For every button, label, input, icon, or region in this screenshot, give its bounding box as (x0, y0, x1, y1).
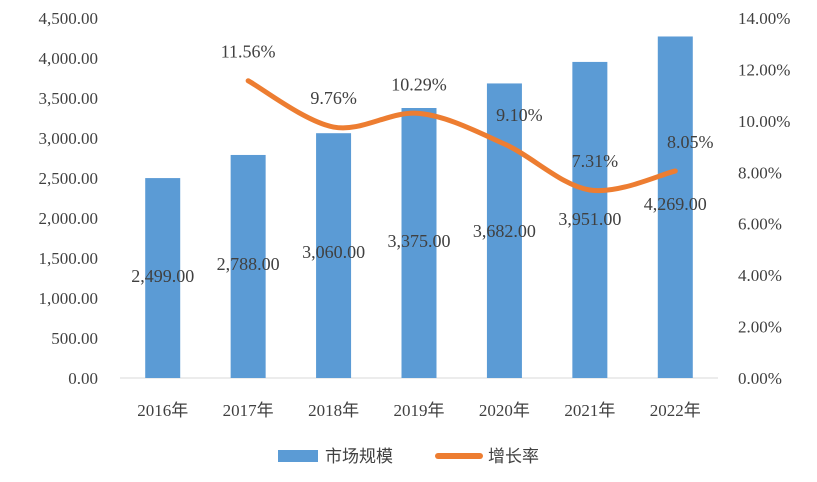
line-data-labels: 11.56% 9.76% 10.29% 9.10% 7.31% 8.05% (221, 42, 714, 171)
left-axis-tick-label: 3,000.00 (39, 129, 99, 148)
right-axis-tick-label: 6.00% (738, 215, 782, 234)
left-axis-tick-label: 3,500.00 (39, 89, 99, 108)
legend: 市场规模 增长率 (278, 447, 539, 467)
bar-series (145, 36, 693, 379)
legend-label-line: 增长率 (488, 447, 539, 467)
right-axis-tick-label: 2.00% (738, 318, 782, 337)
bar-data-label: 4,269.00 (644, 194, 707, 214)
right-axis-tick-label: 10.00% (738, 112, 790, 131)
bar-data-labels: 2,499.00 2,788.00 3,060.00 3,375.00 3,682.00… (131, 194, 707, 286)
bar-data-label: 2,499.00 (131, 266, 194, 286)
left-axis-tick-label: 4,500.00 (39, 9, 99, 28)
bar-data-label: 3,375.00 (388, 231, 451, 251)
right-axis-tick-label: 4.00% (738, 266, 782, 285)
bar (230, 154, 266, 378)
right-axis-tick-label: 12.00% (738, 60, 790, 79)
bar (316, 133, 352, 378)
x-axis-tick-label: 2019年 (394, 401, 445, 420)
left-axis-tick-label: 4,000.00 (39, 49, 99, 68)
x-axis-tick-label: 2017年 (223, 401, 274, 420)
line-data-label: 8.05% (667, 132, 714, 152)
bar-data-label: 2,788.00 (217, 254, 280, 274)
left-axis-tick-label: 500.00 (51, 329, 98, 348)
left-axis-tick-label: 2,000.00 (39, 209, 99, 228)
x-axis-tick-label: 2021年 (564, 401, 615, 420)
x-axis-tick-label: 2016年 (137, 401, 188, 420)
bar (657, 36, 693, 378)
left-axis-ticks: 0.00 500.00 1,000.00 1,500.00 2,000.00 2,500.… (39, 9, 99, 388)
line-data-label: 7.31% (572, 151, 619, 171)
growth-rate-line (245, 78, 678, 194)
left-axis-tick-label: 0.00 (68, 369, 98, 388)
line-data-label: 9.10% (496, 105, 543, 125)
right-axis-tick-label: 14.00% (738, 9, 790, 28)
legend-label-bar: 市场规模 (325, 447, 393, 467)
right-axis-ticks: 0.00% 2.00% 4.00% 6.00% 8.00% 10.00% 12.00% 14.… (738, 9, 790, 388)
bar (572, 61, 608, 379)
line-data-label: 9.76% (310, 88, 357, 108)
bar-data-label: 3,951.00 (558, 209, 621, 229)
left-axis-tick-label: 1,000.00 (39, 289, 99, 308)
left-axis-tick-label: 1,500.00 (39, 249, 99, 268)
line-data-label: 10.29% (391, 74, 447, 94)
x-axis-ticks: 2016年 2017年 2018年 2019年 2020年 2021年 2022年 (137, 401, 701, 420)
x-axis-tick-label: 2020年 (479, 401, 530, 420)
bar-data-label: 3,060.00 (302, 242, 365, 262)
line-series (245, 78, 678, 194)
legend-swatch-bar (278, 450, 318, 462)
bar (486, 83, 522, 378)
left-axis-tick-label: 2,500.00 (39, 169, 99, 188)
line-data-label: 11.56% (221, 42, 276, 62)
bar-data-label: 3,682.00 (473, 221, 536, 241)
x-axis-tick-label: 2022年 (650, 401, 701, 420)
bar (145, 178, 181, 378)
x-axis-tick-label: 2018年 (308, 401, 359, 420)
right-axis-tick-label: 0.00% (738, 369, 782, 388)
right-axis-tick-label: 8.00% (738, 163, 782, 182)
bar (401, 108, 437, 378)
